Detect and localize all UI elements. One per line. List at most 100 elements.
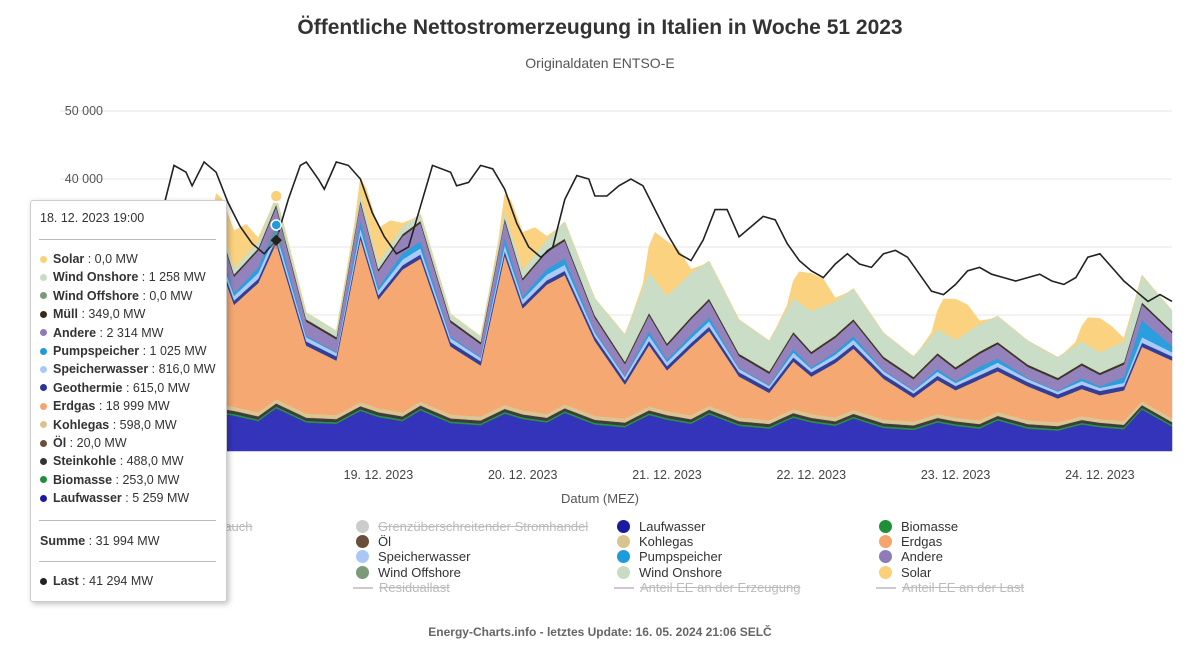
tooltip-row: Solar : 0,0 MW bbox=[40, 252, 138, 266]
legend-label: Pumpspeicher bbox=[639, 549, 723, 564]
legend-item-oel[interactable]: Öl bbox=[356, 534, 391, 549]
load-line[interactable] bbox=[161, 160, 1173, 303]
tooltip-row: Erdgas : 18 999 MW bbox=[40, 399, 170, 413]
legend-label: Residuallast bbox=[379, 580, 450, 595]
legend-dot-icon bbox=[879, 535, 892, 548]
tooltip-row: Laufwasser : 5 259 MW bbox=[40, 491, 189, 505]
x-tick-label: 20. 12. 2023 bbox=[488, 468, 558, 482]
tooltip-series-name: Wind Offshore bbox=[53, 288, 139, 303]
x-tick-label: 19. 12. 2023 bbox=[344, 468, 414, 482]
tooltip-dot-icon bbox=[40, 439, 47, 447]
legend-item-residuallast[interactable]: Residuallast bbox=[353, 580, 450, 595]
legend-label: Wind Onshore bbox=[639, 565, 723, 580]
tooltip-dot-icon bbox=[40, 329, 47, 337]
legend-dot-icon bbox=[356, 550, 369, 563]
tooltip-dot-icon bbox=[40, 421, 47, 429]
tooltip-series-name: Biomasse bbox=[53, 472, 113, 487]
legend-dot-icon bbox=[356, 566, 369, 579]
footer-update-info: Energy-Charts.info - letztes Update: 16.… bbox=[428, 625, 772, 639]
legend-label: Andere bbox=[901, 549, 943, 564]
legend-label: Kohlegas bbox=[639, 534, 694, 549]
tooltip-dot-icon bbox=[40, 494, 47, 502]
legend-item-biomasse[interactable]: Biomasse bbox=[879, 519, 958, 534]
legend-line-icon bbox=[876, 586, 896, 589]
tooltip-series-value: : 18 999 MW bbox=[95, 399, 170, 414]
legend-label: Öl bbox=[378, 534, 391, 549]
tooltip-dot-icon bbox=[40, 255, 47, 263]
x-tick-label: 24. 12. 2023 bbox=[1065, 468, 1135, 482]
legend-item-wind-onshore[interactable]: Wind Onshore bbox=[617, 565, 722, 580]
tooltip-series-value: : 41 294 MW bbox=[78, 574, 154, 588]
tooltip-dot-icon bbox=[40, 365, 47, 373]
legend-dot-icon bbox=[879, 520, 892, 533]
legend-item-laufwasser[interactable]: Laufwasser bbox=[617, 519, 705, 534]
tooltip-dot-icon bbox=[40, 384, 47, 392]
x-tick-label: 22. 12. 2023 bbox=[777, 468, 847, 482]
legend-item-speicherwasser[interactable]: Speicherwasser bbox=[356, 549, 471, 564]
legend-item-wind-offshore[interactable]: Wind Offshore bbox=[356, 565, 461, 580]
tooltip-series-value: : 31 994 MW bbox=[85, 534, 160, 548]
tooltip-series-name: Pumpspeicher bbox=[53, 344, 140, 358]
tooltip-series-name: Solar bbox=[53, 252, 85, 266]
tooltip-row: Wind Offshore : 0,0 MW bbox=[40, 289, 192, 303]
tooltip-series-value: : 816,0 MW bbox=[148, 362, 216, 377]
tooltip-row: Kohlegas : 598,0 MW bbox=[40, 418, 177, 432]
legend-item-solar[interactable]: Solar bbox=[879, 565, 931, 580]
tooltip-dot-icon bbox=[40, 577, 47, 585]
legend-label: Erdgas bbox=[901, 534, 943, 549]
hover-marker-load bbox=[270, 234, 282, 246]
legend-item-grenzueberschreitender-stromhandel[interactable]: Grenzüberschreitender Stromhandel bbox=[356, 519, 588, 534]
tooltip-dot-icon bbox=[40, 273, 47, 281]
y-tick-label: 40 000 bbox=[65, 172, 103, 186]
legend-label: Wind Offshore bbox=[378, 565, 461, 580]
x-axis-title: Datum (MEZ) bbox=[561, 491, 639, 506]
legend-item-erdgas[interactable]: Erdgas bbox=[879, 534, 942, 549]
legend-item-andere[interactable]: Andere bbox=[879, 549, 943, 564]
legend-item-kohlegas[interactable]: Kohlegas bbox=[617, 534, 693, 549]
series-area-solar[interactable] bbox=[161, 177, 1173, 358]
tooltip-row: Steinkohle : 488,0 MW bbox=[40, 454, 184, 468]
tooltip-series-value: : 1 025 MW bbox=[139, 344, 207, 358]
legend-item-pumpspeicher[interactable]: Pumpspeicher bbox=[617, 549, 722, 564]
legend-line-icon bbox=[353, 586, 373, 589]
tooltip-dot-icon bbox=[40, 402, 47, 410]
tooltip-row: Geothermie : 615,0 MW bbox=[40, 381, 190, 395]
legend-dot-icon bbox=[356, 520, 369, 533]
tooltip-sum-row: Summe : 31 994 MW bbox=[40, 534, 160, 548]
tooltip-series-name: Laufwasser bbox=[53, 491, 122, 506]
tooltip-series-name: Speicherwasser bbox=[53, 362, 149, 377]
tooltip-series-name: Geothermie bbox=[53, 380, 123, 395]
tooltip-row: Andere : 2 314 MW bbox=[40, 326, 163, 340]
tooltip-series-name: Öl bbox=[53, 436, 67, 450]
y-tick-label: 50 000 bbox=[65, 104, 103, 118]
legend-dot-icon bbox=[356, 535, 369, 548]
tooltip-dot-icon bbox=[40, 476, 47, 484]
legend-dot-icon bbox=[617, 535, 630, 548]
hover-tooltip: 18. 12. 2023 19:00 Solar : 0,0 MW Wind On… bbox=[30, 200, 227, 602]
legend-item-partial[interactable]: rauch bbox=[220, 519, 253, 534]
tooltip-row: Öl : 20,0 MW bbox=[40, 436, 127, 450]
legend-item-anteil-ee-an-der-erzeugung[interactable]: Anteil EE an der Erzeugung bbox=[614, 580, 800, 595]
tooltip-series-name: Müll bbox=[53, 307, 78, 322]
legend-dot-icon bbox=[617, 550, 630, 563]
tooltip-row: Biomasse : 253,0 MW bbox=[40, 473, 179, 487]
legend-label: Solar bbox=[901, 565, 932, 580]
tooltip-header: 18. 12. 2023 19:00 bbox=[40, 211, 145, 225]
legend-label: Anteil EE an der Erzeugung bbox=[640, 580, 801, 595]
legend-dot-icon bbox=[617, 566, 630, 579]
tooltip-row: Müll : 349,0 MW bbox=[40, 307, 145, 321]
legend-item-anteil-ee-an-der-last[interactable]: Anteil EE an der Last bbox=[876, 580, 1024, 595]
tooltip-series-name: Summe bbox=[40, 534, 86, 548]
tooltip-series-value: : 2 314 MW bbox=[96, 325, 164, 340]
tooltip-series-value: : 20,0 MW bbox=[66, 436, 127, 450]
legend-line-icon bbox=[614, 586, 634, 589]
tooltip-series-value: : 598,0 MW bbox=[109, 417, 177, 432]
tooltip-series-name: Andere bbox=[53, 325, 97, 340]
tooltip-series-name: Wind Onshore bbox=[53, 270, 139, 285]
tooltip-series-value: : 1 258 MW bbox=[138, 270, 206, 285]
legend-dot-icon bbox=[879, 550, 892, 563]
tooltip-series-value: : 349,0 MW bbox=[78, 307, 146, 322]
tooltip-series-value: : 615,0 MW bbox=[122, 380, 190, 395]
tooltip-load-row: Last : 41 294 MW bbox=[40, 574, 153, 588]
